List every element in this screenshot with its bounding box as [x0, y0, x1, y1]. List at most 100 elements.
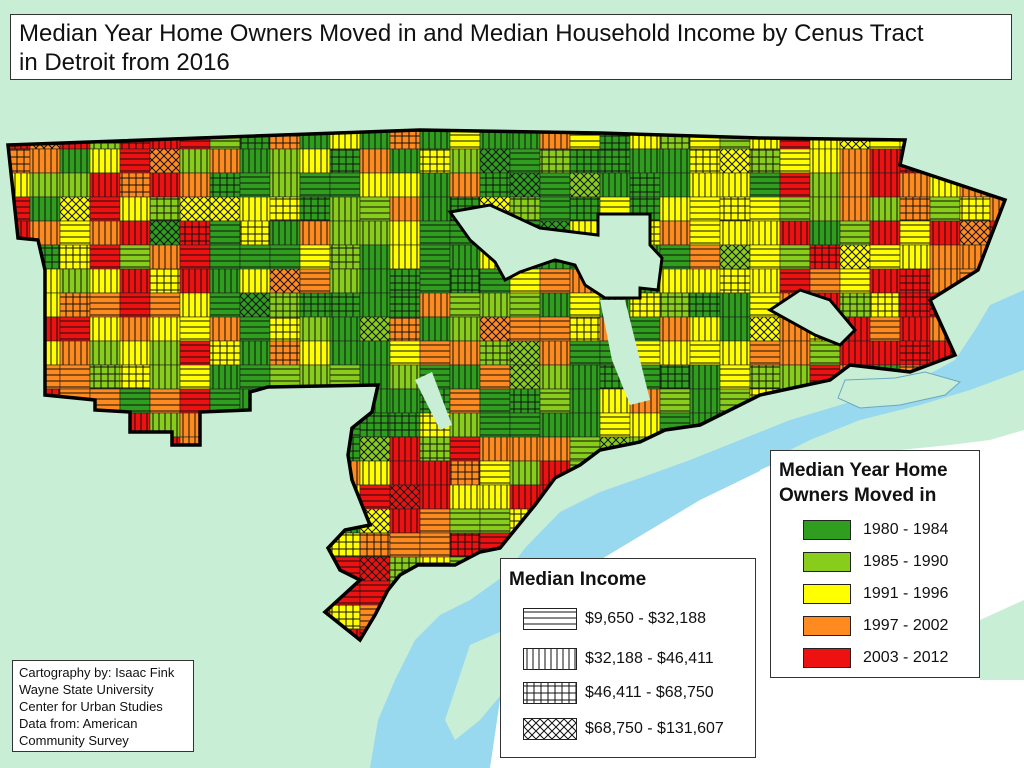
tract-income-pattern: [750, 245, 780, 269]
tract-income-pattern: [30, 605, 60, 629]
tract-income-pattern: [720, 365, 750, 389]
tract-income-pattern: [180, 221, 210, 245]
tract-income-pattern: [60, 365, 90, 389]
tract-income-pattern: [360, 221, 390, 245]
tract-income-pattern: [330, 389, 360, 413]
tract-income-pattern: [990, 269, 1005, 293]
census-tract: [89, 532, 121, 558]
tract-income-pattern: [8, 509, 30, 533]
tract-income-pattern: [450, 341, 480, 365]
tract-income-pattern: [660, 293, 690, 317]
tract-income-pattern: [240, 485, 270, 509]
census-tract: [1020, 269, 1024, 293]
tract-income-pattern: [210, 629, 240, 640]
census-tract: [1020, 245, 1024, 269]
tract-income-pattern: [330, 221, 360, 245]
census-tract: [1020, 173, 1024, 197]
tract-income-pattern: [120, 269, 150, 293]
tract-income-pattern: [930, 221, 960, 245]
tract-income-pattern: [1020, 197, 1024, 221]
tract-income-pattern: [360, 293, 390, 317]
tract-income-pattern: [210, 653, 240, 677]
tract-income-pattern: [240, 581, 270, 605]
tract-income-pattern: [210, 557, 240, 581]
year-label: 1997 - 2002: [863, 617, 949, 634]
tract-income-pattern: [690, 197, 720, 221]
tract-income-pattern: [570, 130, 600, 149]
tract-income-pattern: [180, 293, 210, 317]
tract-income-pattern: [300, 221, 330, 245]
tract-income-pattern: [360, 485, 390, 509]
census-tract: [869, 412, 901, 438]
tract-income-pattern: [8, 317, 30, 341]
tract-income-pattern: [660, 197, 690, 221]
tract-income-pattern: [480, 149, 510, 173]
tract-income-pattern: [180, 365, 210, 389]
tract-income-pattern: [8, 245, 30, 269]
tract-income-pattern: [450, 485, 480, 509]
tract-income-pattern: [930, 130, 960, 149]
tract-income-pattern: [360, 557, 390, 581]
tract-income-pattern: [390, 605, 420, 629]
tract-income-pattern: [720, 413, 750, 437]
tract-income-pattern: [750, 221, 780, 245]
tract-income-pattern: [900, 341, 930, 365]
tract-income-pattern: [30, 533, 60, 557]
tract-income-pattern: [1020, 653, 1024, 677]
census-tract: [989, 130, 1005, 150]
tract-income-pattern: [60, 293, 90, 317]
tract-income-pattern: [600, 413, 630, 437]
census-tract: [29, 460, 61, 486]
tract-income-pattern: [330, 173, 360, 197]
tract-income-pattern: [210, 533, 240, 557]
tract-income-pattern: [300, 605, 330, 629]
tract-income-pattern: [870, 317, 900, 341]
tract-income-pattern: [180, 149, 210, 173]
tract-income-pattern: [870, 269, 900, 293]
tract-income-pattern: [240, 509, 270, 533]
census-tract: [299, 412, 331, 438]
census-tract: [119, 556, 151, 582]
tract-income-pattern: [630, 317, 660, 341]
census-tract: [59, 604, 91, 630]
tract-income-pattern: [330, 197, 360, 221]
tract-income-pattern: [660, 269, 690, 293]
year-legend-title-line-2: Owners Moved in: [779, 485, 937, 506]
tract-income-pattern: [300, 437, 330, 461]
census-tract: [29, 484, 61, 510]
census-tract: [209, 484, 241, 510]
title-line-2: in Detroit from 2016: [19, 49, 230, 76]
tract-income-pattern: [90, 605, 120, 629]
tract-income-pattern: [150, 317, 180, 341]
tract-income-pattern: [900, 245, 930, 269]
tract-income-pattern: [420, 130, 450, 149]
tract-income-pattern: [150, 173, 180, 197]
tract-income-pattern: [1020, 389, 1024, 413]
tract-income-pattern: [720, 149, 750, 173]
tract-income-pattern: [330, 149, 360, 173]
tract-income-pattern: [570, 149, 600, 173]
tract-income-pattern: [660, 149, 690, 173]
tract-income-pattern: [570, 293, 600, 317]
tract-income-pattern: [8, 629, 30, 640]
tract-income-pattern: [690, 221, 720, 245]
census-tract: [149, 532, 181, 558]
census-tract: [209, 604, 241, 630]
tract-income-pattern: [840, 293, 870, 317]
tract-income-pattern: [60, 605, 90, 629]
tract-income-pattern: [150, 461, 180, 485]
tract-income-pattern: [90, 269, 120, 293]
census-tract: [59, 508, 91, 534]
tract-income-pattern: [930, 245, 960, 269]
census-tract: [299, 484, 331, 510]
vertical-lines-swatch: [523, 648, 577, 670]
tract-income-pattern: [270, 317, 300, 341]
tract-income-pattern: [1020, 269, 1024, 293]
tract-income-pattern: [90, 437, 120, 461]
tract-income-pattern: [210, 149, 240, 173]
tract-income-pattern: [420, 485, 450, 509]
tract-income-pattern: [60, 485, 90, 509]
tract-income-pattern: [390, 413, 420, 437]
census-tract: [29, 580, 61, 606]
tract-income-pattern: [510, 293, 540, 317]
